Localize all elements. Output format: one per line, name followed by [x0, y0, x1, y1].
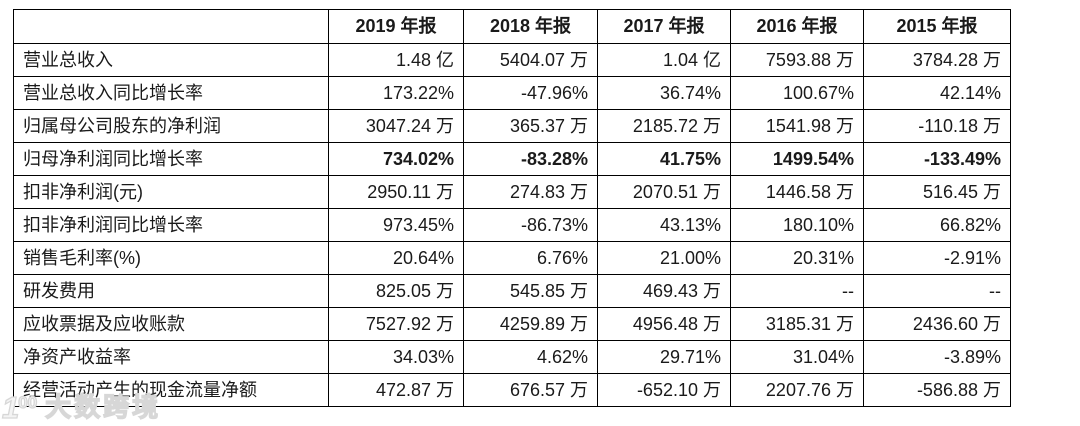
table-row: 扣非净利润同比增长率 973.45% -86.73% 43.13% 180.10% 66.… — [13, 208, 1011, 242]
metric-value: 29.71% — [597, 340, 731, 374]
metric-value: 1541.98 万 — [730, 109, 864, 143]
metric-value: -83.28% — [463, 142, 598, 176]
metric-value: -110.18 万 — [863, 109, 1011, 143]
metric-value: 4.62% — [463, 340, 598, 374]
metric-value: 2950.11 万 — [328, 175, 464, 209]
metric-value: 180.10% — [730, 208, 864, 242]
metric-label: 归属母公司股东的净利润 — [13, 109, 329, 143]
metric-label: 销售毛利率(%) — [13, 241, 329, 275]
table-row: 归母净利润同比增长率 734.02% -83.28% 41.75% 1499.54% -1… — [13, 142, 1011, 176]
metric-value: -133.49% — [863, 142, 1011, 176]
metric-value: -47.96% — [463, 76, 598, 110]
metric-value: 274.83 万 — [463, 175, 598, 209]
metric-value: 1.48 亿 — [328, 43, 464, 77]
metric-value: 100.67% — [730, 76, 864, 110]
metric-value: 7593.88 万 — [730, 43, 864, 77]
metric-value: 2070.51 万 — [597, 175, 731, 209]
metric-value: 472.87 万 — [328, 373, 464, 407]
metric-value: -652.10 万 — [597, 373, 731, 407]
metric-label: 研发费用 — [13, 274, 329, 308]
corner-header-cell — [13, 9, 329, 44]
metric-value: 3047.24 万 — [328, 109, 464, 143]
financial-metrics-table: 2019 年报 2018 年报 2017 年报 2016 年报 2015 年报 营业总收… — [13, 9, 1011, 407]
metric-value: -586.88 万 — [863, 373, 1011, 407]
table-header: 2019 年报 2018 年报 2017 年报 2016 年报 2015 年报 — [13, 9, 1011, 44]
year-header-cell: 2015 年报 — [863, 9, 1011, 44]
table-row: 营业总收入同比增长率 173.22% -47.96% 36.74% 100.67% 42.… — [13, 76, 1011, 110]
metric-value: 2207.76 万 — [730, 373, 864, 407]
metric-value: -2.91% — [863, 241, 1011, 275]
table-row: 净资产收益率 34.03% 4.62% 29.71% 31.04% -3.89% — [13, 340, 1011, 374]
metric-value: 545.85 万 — [463, 274, 598, 308]
metric-value: 676.57 万 — [463, 373, 598, 407]
metric-value: 3185.31 万 — [730, 307, 864, 341]
metric-value: 2436.60 万 — [863, 307, 1011, 341]
year-header-cell: 2016 年报 — [730, 9, 864, 44]
year-header-cell: 2017 年报 — [597, 9, 731, 44]
metric-value: 469.43 万 — [597, 274, 731, 308]
table-body: 营业总收入 1.48 亿 5404.07 万 1.04 亿 7593.88 万 3784.… — [13, 43, 1011, 407]
year-header-cell: 2018 年报 — [463, 9, 598, 44]
table-row: 销售毛利率(%) 20.64% 6.76% 21.00% 20.31% -2.91% — [13, 241, 1011, 275]
metric-value: 5404.07 万 — [463, 43, 598, 77]
metric-label: 经营活动产生的现金流量净额 — [13, 373, 329, 407]
metric-value: 20.31% — [730, 241, 864, 275]
metric-value: 43.13% — [597, 208, 731, 242]
metric-value: 1.04 亿 — [597, 43, 731, 77]
table-row: 扣非净利润(元) 2950.11 万 274.83 万 2070.51 万 1446.5… — [13, 175, 1011, 209]
metric-value: 516.45 万 — [863, 175, 1011, 209]
metric-value: 365.37 万 — [463, 109, 598, 143]
metric-value: 21.00% — [597, 241, 731, 275]
metric-value: 7527.92 万 — [328, 307, 464, 341]
table-row: 归属母公司股东的净利润 3047.24 万 365.37 万 2185.72 万 154… — [13, 109, 1011, 143]
metric-value: 173.22% — [328, 76, 464, 110]
metric-value: 734.02% — [328, 142, 464, 176]
metric-label: 营业总收入 — [13, 43, 329, 77]
metric-value: -86.73% — [463, 208, 598, 242]
metric-value: 41.75% — [597, 142, 731, 176]
metric-value: 20.64% — [328, 241, 464, 275]
metric-value: 4956.48 万 — [597, 307, 731, 341]
metric-value: 31.04% — [730, 340, 864, 374]
header-row: 2019 年报 2018 年报 2017 年报 2016 年报 2015 年报 — [13, 9, 1011, 44]
table-row: 研发费用 825.05 万 545.85 万 469.43 万 -- -- — [13, 274, 1011, 308]
metric-value: -- — [730, 274, 864, 308]
metric-value: 973.45% — [328, 208, 464, 242]
metric-value: 42.14% — [863, 76, 1011, 110]
metric-value: -- — [863, 274, 1011, 308]
metric-value: 36.74% — [597, 76, 731, 110]
metric-value: -3.89% — [863, 340, 1011, 374]
metric-value: 1446.58 万 — [730, 175, 864, 209]
metric-value: 34.03% — [328, 340, 464, 374]
metric-value: 4259.89 万 — [463, 307, 598, 341]
metric-label: 扣非净利润(元) — [13, 175, 329, 209]
metric-label: 净资产收益率 — [13, 340, 329, 374]
metric-label: 营业总收入同比增长率 — [13, 76, 329, 110]
table-row: 应收票据及应收账款 7527.92 万 4259.89 万 4956.48 万 3185… — [13, 307, 1011, 341]
metric-label: 扣非净利润同比增长率 — [13, 208, 329, 242]
metric-label: 应收票据及应收账款 — [13, 307, 329, 341]
metric-label: 归母净利润同比增长率 — [13, 142, 329, 176]
metric-value: 6.76% — [463, 241, 598, 275]
year-header-cell: 2019 年报 — [328, 9, 464, 44]
metric-value: 1499.54% — [730, 142, 864, 176]
metric-value: 3784.28 万 — [863, 43, 1011, 77]
metric-value: 66.82% — [863, 208, 1011, 242]
table-row: 营业总收入 1.48 亿 5404.07 万 1.04 亿 7593.88 万 3784.… — [13, 43, 1011, 77]
metric-value: 2185.72 万 — [597, 109, 731, 143]
table-row: 经营活动产生的现金流量净额 472.87 万 676.57 万 -652.10 万 22… — [13, 373, 1011, 407]
metric-value: 825.05 万 — [328, 274, 464, 308]
